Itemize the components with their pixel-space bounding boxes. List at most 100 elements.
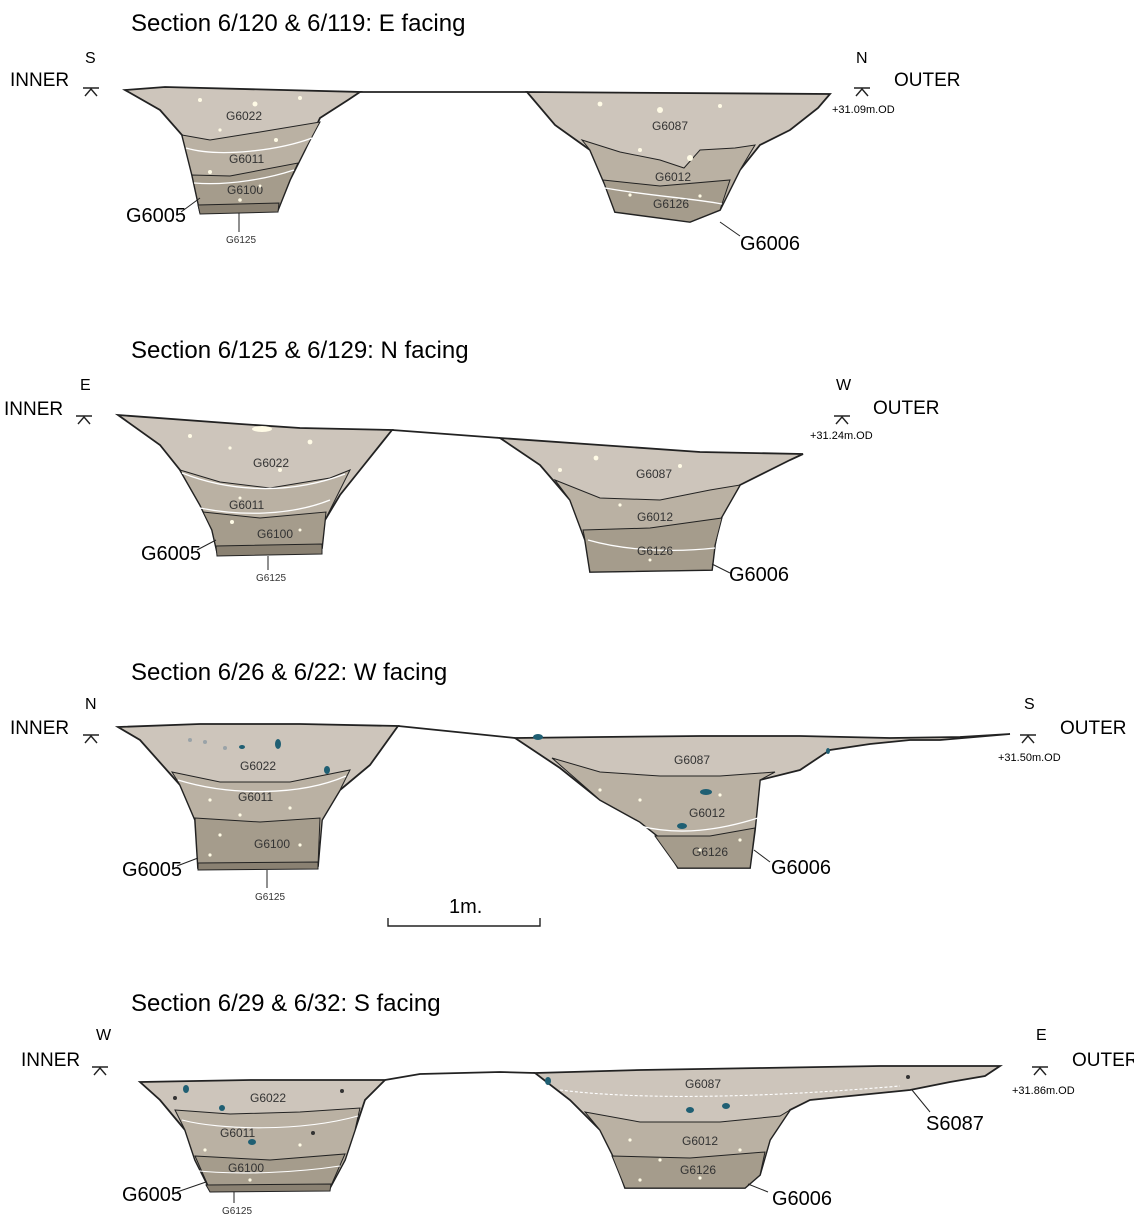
section-3-inner-label: INNER xyxy=(10,718,69,739)
inclusion xyxy=(340,1089,344,1093)
section-3-left-dir: N xyxy=(85,696,97,713)
section-2-inner-label: INNER xyxy=(4,399,63,420)
section-1-title: Section 6/120 & 6/119: E facing xyxy=(131,10,465,37)
inclusion xyxy=(628,193,632,197)
inclusion xyxy=(677,823,687,829)
inclusion xyxy=(324,766,330,774)
section-2-right-dir: W xyxy=(836,377,852,394)
layer-label-g6012: G6012 xyxy=(637,510,673,524)
layer-label-g6087: G6087 xyxy=(685,1077,721,1091)
boundary-line xyxy=(639,817,759,832)
boundary-line xyxy=(587,539,716,552)
inclusion xyxy=(208,853,212,857)
section-2-title: Section 6/125 & 6/129: N facing xyxy=(131,337,469,364)
section-2-inclusions xyxy=(188,434,682,562)
layer-label-g6087: G6087 xyxy=(636,467,672,481)
layer-g6126 xyxy=(654,827,756,869)
layer-g6100 xyxy=(194,817,321,869)
section-4: Section 6/29 & 6/32: S facing INNER W E … xyxy=(21,990,1134,1217)
section-4-right-dir: E xyxy=(1036,1027,1047,1044)
inclusion xyxy=(230,520,234,524)
inclusion xyxy=(686,1107,694,1113)
inclusion xyxy=(223,746,227,750)
section-3-datum-level: +31.50m.OD xyxy=(998,752,1061,764)
inclusion xyxy=(188,434,192,438)
context-label-g6006: G6006 xyxy=(740,233,800,255)
inclusion xyxy=(298,528,302,532)
context-label-g6005: G6005 xyxy=(122,859,182,881)
context-label-g6005: G6005 xyxy=(141,543,201,565)
section-3: Section 6/26 & 6/22: W facing INNER N S … xyxy=(10,659,1127,927)
scale-bar-line xyxy=(387,918,541,927)
inclusion xyxy=(203,1148,207,1152)
section-4-inclusions xyxy=(173,1075,910,1182)
boundary-line xyxy=(177,775,347,793)
inclusion xyxy=(252,426,272,432)
inclusion xyxy=(598,788,602,792)
layer-label-g6011: G6011 xyxy=(229,152,264,166)
layer-label-g6125: G6125 xyxy=(226,235,256,246)
inclusion xyxy=(618,503,622,507)
layer-label-g6126: G6126 xyxy=(637,544,673,558)
inclusion xyxy=(173,1096,177,1100)
section-1-inclusions xyxy=(198,96,722,202)
section-2-ground-surface xyxy=(391,429,501,439)
layer-label-g6125: G6125 xyxy=(256,573,286,584)
section-4-left-dir: W xyxy=(96,1027,112,1044)
layer-label-g6022: G6022 xyxy=(253,456,289,470)
section-2-left-ditch: G6022 G6011 G6100 G6125 G6005 xyxy=(114,413,394,584)
context-label-g6006: G6006 xyxy=(729,564,789,586)
inclusion xyxy=(218,128,222,132)
layer-label-g6126: G6126 xyxy=(692,845,728,859)
layer-label-g6087: G6087 xyxy=(674,753,710,767)
section-3-ground-surface xyxy=(397,725,516,739)
context-label-g6006: G6006 xyxy=(771,857,831,879)
inclusion xyxy=(208,798,212,802)
layer-label-g6011: G6011 xyxy=(220,1126,255,1140)
boundary-line xyxy=(181,472,346,490)
boundary-line xyxy=(559,1085,901,1097)
inclusion xyxy=(307,439,313,445)
inclusion xyxy=(593,455,599,461)
context-label-g6006: G6006 xyxy=(772,1188,832,1210)
boundary-line xyxy=(199,499,331,514)
section-3-title: Section 6/26 & 6/22: W facing xyxy=(131,659,447,686)
layer-g6126 xyxy=(611,1151,766,1189)
section-4-right-ditch: G6087 G6012 G6126 G6006 S6087 xyxy=(532,1065,1003,1210)
inclusion xyxy=(826,748,830,754)
section-1-left-dir: S xyxy=(85,50,96,67)
section-2-right-datum-marker xyxy=(834,415,850,425)
inclusion xyxy=(687,155,693,161)
inclusion xyxy=(638,148,642,152)
section-4-inner-label: INNER xyxy=(21,1050,80,1071)
leader-line xyxy=(176,857,199,867)
layer-label-g6011: G6011 xyxy=(238,790,273,804)
layer-label-g6100: G6100 xyxy=(228,1161,264,1175)
section-3-left-datum-marker xyxy=(83,734,99,744)
context-label-g6005: G6005 xyxy=(122,1184,182,1206)
inclusion xyxy=(275,739,281,749)
layer-label-g6012: G6012 xyxy=(655,170,691,184)
inclusion xyxy=(278,468,282,472)
inclusion xyxy=(203,740,207,744)
layer-label-g6087: G6087 xyxy=(652,119,688,133)
inclusion xyxy=(738,1148,742,1152)
inclusion xyxy=(648,558,652,562)
boundary-line xyxy=(604,187,723,205)
section-2-outer-label: OUTER xyxy=(873,398,940,419)
section-2-left-dir: E xyxy=(80,377,91,394)
inclusion xyxy=(188,738,192,742)
section-4-left-ditch: G6022 G6011 G6100 G6125 G6005 xyxy=(122,1079,388,1217)
layer-g6125 xyxy=(205,1183,332,1193)
layer-g6126 xyxy=(602,179,731,223)
layer-label-g6125: G6125 xyxy=(255,892,285,903)
section-2: Section 6/125 & 6/129: N facing INNER E … xyxy=(4,337,940,586)
section-4-title: Section 6/29 & 6/32: S facing xyxy=(131,990,441,1017)
inclusion xyxy=(628,1138,632,1142)
section-3-right-dir: S xyxy=(1024,696,1035,713)
inclusion xyxy=(698,1176,702,1180)
leader-line xyxy=(753,849,771,863)
inclusion xyxy=(678,464,682,468)
inclusion xyxy=(228,446,232,450)
layer-label-g6022: G6022 xyxy=(226,109,262,123)
